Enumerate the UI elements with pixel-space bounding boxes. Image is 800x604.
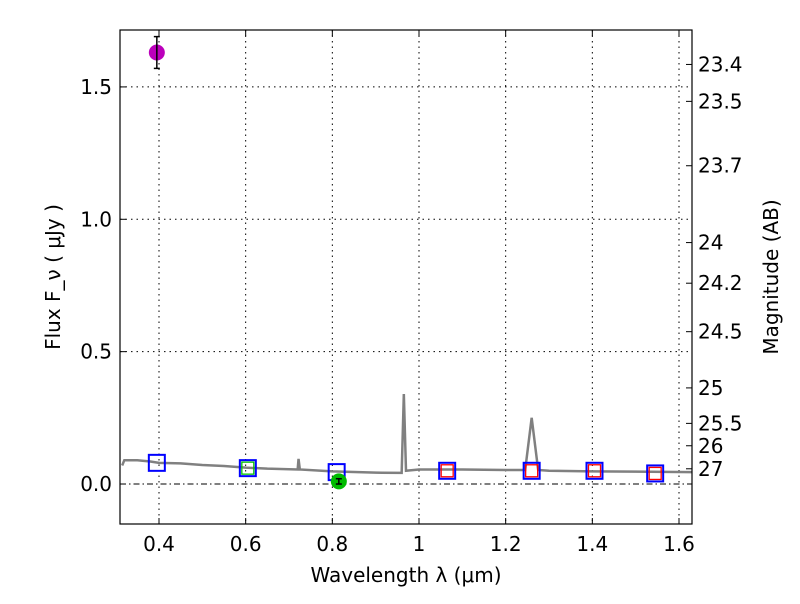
x-tick-label: 1 bbox=[413, 532, 426, 556]
model-photometry-red-square bbox=[440, 464, 454, 478]
mag-tick-label: 24.5 bbox=[698, 320, 743, 344]
x-tick-label: 0.4 bbox=[143, 532, 175, 556]
model-photometry-red-square bbox=[525, 464, 539, 478]
model-photometry-red-square bbox=[648, 466, 662, 481]
model-photometry-blue-square bbox=[522, 461, 541, 480]
spectrum-layer bbox=[121, 393, 693, 475]
model-photometry-green-square bbox=[241, 461, 255, 475]
model-photometry-blue-square bbox=[646, 464, 665, 483]
model-photometry-blue-square bbox=[585, 461, 604, 480]
mag-tick-label: 26 bbox=[698, 434, 723, 458]
model-photometry-blue-square bbox=[147, 453, 166, 472]
y-axis-label: Flux F_ν ( μJy ) bbox=[41, 204, 65, 350]
x-tick-label: 1.2 bbox=[490, 532, 522, 556]
x-axis-label: Wavelength λ (μm) bbox=[310, 563, 501, 587]
x-tick-label: 1.4 bbox=[576, 532, 608, 556]
grid bbox=[120, 30, 692, 524]
plot-frame bbox=[119, 29, 693, 525]
mag-tick-label: 23.7 bbox=[698, 154, 743, 178]
model-photometry-red-square bbox=[587, 464, 602, 478]
y2-axis-label: Magnitude (AB) bbox=[759, 199, 783, 354]
mag-tick-label: 23.5 bbox=[698, 89, 743, 113]
mag-tick-label: 27 bbox=[698, 457, 723, 481]
y-tick-label: 1.5 bbox=[80, 75, 112, 99]
x-tick-label: 0.8 bbox=[316, 532, 348, 556]
mag-tick-label: 25.5 bbox=[698, 411, 743, 435]
mag-tick-label: 24 bbox=[698, 231, 723, 255]
marks-layer bbox=[147, 35, 665, 490]
mag-tick-label: 24.2 bbox=[698, 271, 743, 295]
y-tick-label: 0.5 bbox=[80, 340, 112, 364]
model-photometry-blue-square bbox=[438, 461, 457, 480]
model-photometry-blue-square bbox=[238, 459, 257, 478]
y-tick-label: 0.0 bbox=[80, 472, 112, 496]
x-tick-label: 1.6 bbox=[663, 532, 695, 556]
mag-tick-label: 23.4 bbox=[698, 52, 743, 76]
x-tick-label: 0.6 bbox=[230, 532, 262, 556]
y-tick-label: 1.0 bbox=[80, 207, 112, 231]
spectrum-line bbox=[121, 393, 693, 475]
mag-tick-label: 25 bbox=[698, 376, 723, 400]
ticks-layer: 0.4 0.6 0.8 1 1.2 1.4 1.6 0.0 0.5 1.0 1.5 23.4 23.5 2… bbox=[80, 30, 743, 556]
